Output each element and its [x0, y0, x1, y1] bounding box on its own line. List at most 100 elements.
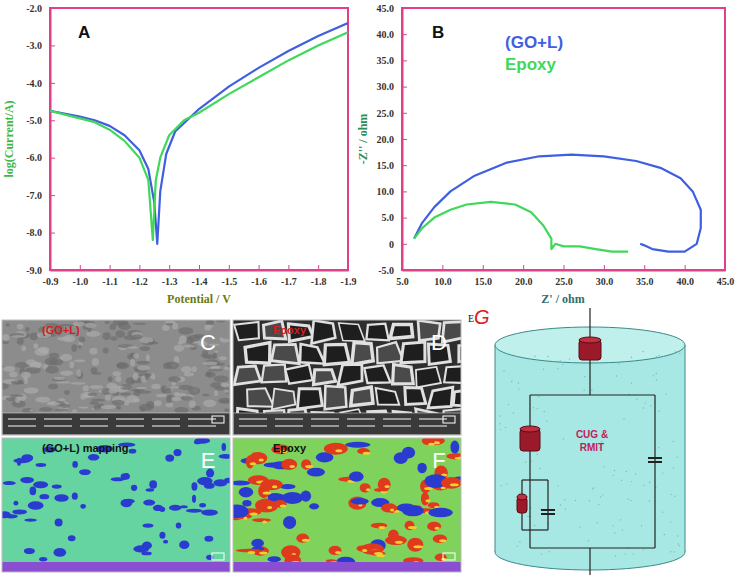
cylinder-speckle — [622, 529, 623, 530]
plot-frame — [402, 8, 725, 270]
texture-spot — [57, 337, 71, 341]
info-field — [44, 425, 72, 427]
info-field — [311, 425, 339, 427]
figure: -0.9-1.0-1.1-1.2-1.3-1.4-1.5-1.6-1.7-1.8… — [0, 0, 739, 577]
texture-spot — [25, 327, 29, 331]
texture-spot — [45, 358, 58, 366]
texture-blob — [329, 546, 342, 555]
texture-blob — [239, 487, 253, 497]
texture-spot — [184, 372, 194, 376]
tick-label: -9.0 — [26, 265, 42, 276]
texture-blob — [246, 455, 254, 468]
texture-spot — [162, 325, 170, 332]
info-field — [419, 425, 447, 427]
texture-spot — [103, 332, 111, 340]
wire — [522, 479, 548, 480]
texture-blob — [384, 485, 389, 488]
texture-spot — [156, 394, 168, 398]
texture-blob — [335, 449, 342, 452]
cylinder-speckle — [506, 484, 507, 485]
texture-spot — [205, 372, 216, 378]
panel-label: E — [201, 448, 216, 473]
texture-spot — [89, 385, 103, 389]
texture-spot — [6, 323, 10, 327]
texture-blob — [186, 509, 203, 513]
cylinder-speckle — [536, 454, 537, 455]
tick-mark — [402, 139, 407, 140]
tick-mark — [50, 120, 55, 121]
cylinder-speckle — [673, 551, 674, 552]
tick-label: -1.0 — [72, 276, 88, 287]
cylinder-speckle — [643, 485, 644, 486]
image-background — [233, 320, 461, 435]
info-bar — [2, 413, 230, 435]
texture-spot — [137, 365, 150, 370]
texture-blob — [180, 505, 188, 508]
texture-blob — [427, 522, 441, 531]
image-title: Epoxy — [273, 324, 307, 336]
texture-spot — [112, 400, 125, 406]
texture-blob — [68, 535, 76, 541]
x-axis: -0.9-1.0-1.1-1.2-1.3-1.4-1.5-1.6-1.7-1.8… — [43, 265, 357, 287]
info-bar — [2, 562, 230, 572]
cylinder-speckle — [519, 541, 520, 542]
tick-mark — [725, 265, 726, 270]
texture-spot — [17, 324, 24, 330]
texture-spot — [79, 407, 88, 409]
cylinder-speckle — [649, 482, 650, 483]
component-text: RMIT — [580, 442, 604, 453]
texture-blob — [428, 508, 452, 517]
texture-blob — [30, 487, 37, 496]
info-field — [152, 418, 180, 420]
info-field — [239, 425, 267, 427]
x-tick: 10.0 — [434, 265, 452, 287]
x-tick: 15.0 — [475, 265, 493, 287]
texture-blob — [390, 508, 394, 511]
cylinder-speckle — [633, 553, 634, 554]
texture-blob — [2, 511, 11, 518]
texture-blob — [163, 540, 168, 544]
x-tick: -1.3 — [162, 265, 178, 287]
cylinder-speckle — [546, 420, 547, 421]
texture-spot — [189, 401, 196, 408]
cylinder-speckle — [666, 393, 667, 394]
texture-spot — [174, 392, 180, 396]
panel-label: C — [200, 330, 216, 355]
texture-blob — [307, 468, 325, 477]
texture-spot — [163, 362, 172, 368]
texture-spot — [181, 366, 192, 373]
texture-blob — [169, 505, 182, 511]
texture-spot — [119, 323, 131, 330]
tick-label: 20.0 — [377, 134, 395, 145]
texture-blob — [357, 448, 370, 454]
y-tick: -6.0 — [26, 152, 55, 163]
info-field — [275, 418, 303, 420]
chart-panel: 5.010.015.020.025.030.035.040.045.0-5.00… — [356, 3, 735, 306]
texture-blob — [52, 485, 62, 489]
cylinder-speckle — [674, 495, 675, 496]
x-tick: 35.0 — [636, 265, 654, 287]
texture-spot — [219, 400, 230, 404]
wire — [529, 395, 530, 548]
texture-blob — [250, 512, 258, 515]
cylinder-speckle — [505, 427, 506, 428]
texture-blob — [394, 452, 408, 464]
cylinder-speckle — [631, 357, 632, 358]
y-axis-title: log(Current/A) — [2, 100, 16, 177]
texture-spot — [34, 348, 49, 356]
cylinder-speckle — [569, 358, 570, 359]
capacitor-plate — [541, 509, 555, 511]
texture-blob — [423, 440, 435, 445]
info-field — [116, 418, 144, 420]
texture-blob — [233, 504, 249, 518]
cylinder-speckle — [643, 407, 644, 408]
texture-blob — [80, 504, 85, 509]
cylinder-speckle — [656, 356, 657, 357]
info-field — [347, 418, 375, 420]
wire — [522, 529, 548, 530]
texture-spot — [11, 381, 23, 385]
texture-spot — [17, 338, 24, 345]
texture-blob — [374, 552, 383, 555]
texture-spot — [127, 346, 138, 349]
texture-blob — [20, 477, 34, 483]
